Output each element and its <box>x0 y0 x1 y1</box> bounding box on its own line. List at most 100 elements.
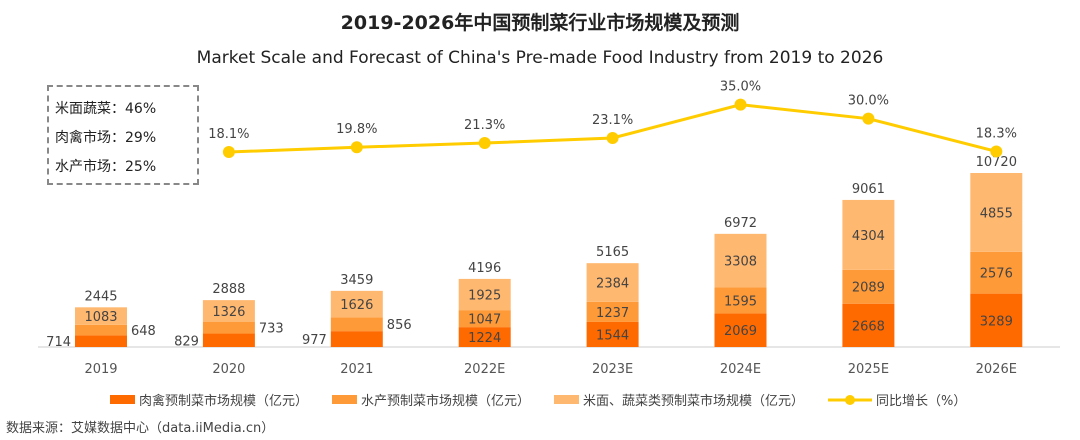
legend-line-swatch <box>828 394 873 405</box>
bar-value-label: 1083 <box>84 310 117 325</box>
chart-subtitle: Market Scale and Forecast of China's Pre… <box>196 48 884 68</box>
bar-segment <box>714 313 767 347</box>
bar-segment <box>970 173 1023 252</box>
source-note: 数据来源：艾媒数据中心（data.iiMedia.cn） <box>6 421 275 436</box>
growth-point <box>606 132 619 144</box>
legend-swatch <box>554 395 580 404</box>
growth-label: 21.3% <box>464 118 505 133</box>
bar-value-label: 733 <box>259 322 284 337</box>
bar-segment <box>458 310 511 328</box>
bar-segment <box>714 287 767 314</box>
bar-total-label: 9061 <box>852 182 885 197</box>
growth-point <box>734 98 747 111</box>
legend-item-aquatic: 水产预制菜市场规模（亿元） <box>332 390 530 409</box>
growth-label: 23.1% <box>592 113 633 128</box>
bar-value-label: 2668 <box>852 319 885 334</box>
bar-segment <box>75 335 127 347</box>
bar-segment <box>586 321 639 347</box>
legend-item-growth: 同比增长（%） <box>828 390 966 409</box>
bar-value-label: 829 <box>174 334 199 349</box>
bar-segment <box>202 321 255 334</box>
bar-total-label: 2888 <box>212 282 245 297</box>
bar-value-label: 1626 <box>340 298 373 313</box>
bar-value-label: 714 <box>46 335 71 350</box>
bar-segment <box>586 301 639 322</box>
bar-value-label: 1595 <box>724 294 757 309</box>
bar-segment <box>458 327 511 347</box>
bar-segment <box>330 290 383 318</box>
bar-value-label: 648 <box>131 324 156 339</box>
note-line: 水产市场：25% <box>55 159 157 175</box>
bar-value-label: 1047 <box>468 313 501 328</box>
bar-value-label: 3308 <box>724 255 757 270</box>
bar-segment <box>714 233 767 288</box>
bar-segment <box>202 300 255 322</box>
x-tick-label: 2023E <box>592 362 633 377</box>
bar-segment <box>202 333 255 347</box>
growth-point <box>350 141 363 154</box>
bar-value-label: 977 <box>302 333 327 348</box>
x-tick-label: 2024E <box>720 362 761 377</box>
bar-segment <box>970 293 1023 347</box>
bar-total-label: 10720 <box>976 155 1017 170</box>
bar-value-label: 3289 <box>980 314 1013 329</box>
bar-value-label: 1925 <box>468 289 501 304</box>
note-line: 米面蔬菜：46% <box>55 101 157 117</box>
legend: 肉禽预制菜市场规模（亿元） 水产预制菜市场规模（亿元） 米面、蔬菜类预制菜市场规… <box>110 390 966 409</box>
bar-total-label: 6972 <box>724 216 757 231</box>
bar-value-label: 2089 <box>852 281 885 296</box>
bar-value-label: 1237 <box>596 306 629 321</box>
bar-segment <box>842 269 895 304</box>
growth-point <box>990 145 1003 158</box>
bar-segment <box>75 307 127 325</box>
bar-value-label: 1544 <box>596 328 629 343</box>
growth-label: 19.8% <box>336 122 377 137</box>
legend-item-grain-veg: 米面、蔬菜类预制菜市场规模（亿元） <box>554 390 804 409</box>
chart-title: 2019-2026年中国预制菜行业市场规模及预测 <box>340 12 740 34</box>
bar-value-label: 1224 <box>468 331 501 346</box>
bar-value-label: 2384 <box>596 277 629 292</box>
x-tick-label: 2019 <box>84 362 117 377</box>
bar-value-label: 2576 <box>980 267 1013 282</box>
x-tick-label: 2022E <box>464 362 505 377</box>
bar-segment <box>586 263 639 302</box>
legend-swatch <box>332 395 358 404</box>
bar-segment <box>458 278 511 311</box>
growth-label: 30.0% <box>848 94 889 109</box>
growth-point <box>862 112 875 125</box>
x-tick-label: 2025E <box>848 362 889 377</box>
x-tick-label: 2020 <box>212 362 245 377</box>
bar-segment <box>330 317 383 332</box>
bar-segment <box>842 303 895 347</box>
legend-label: 米面、蔬菜类预制菜市场规模（亿元） <box>583 394 805 409</box>
bar-segment <box>75 324 127 336</box>
legend-label: 同比增长（%） <box>876 394 967 409</box>
x-tick-label: 2026E <box>976 362 1017 377</box>
bar-value-label: 4855 <box>980 206 1013 221</box>
legend-swatch <box>110 395 135 404</box>
growth-point <box>478 137 491 150</box>
legend-item-meat: 肉禽预制菜市场规模（亿元） <box>110 390 308 409</box>
bar-segment <box>970 251 1023 294</box>
bar-total-label: 3459 <box>340 273 373 288</box>
bar-total-label: 5165 <box>596 245 629 260</box>
bar-value-label: 856 <box>387 318 412 333</box>
bar-value-label: 4304 <box>852 229 885 244</box>
note-line: 肉禽市场：29% <box>55 130 157 146</box>
bar-value-label: 2069 <box>724 324 757 339</box>
bar-total-label: 2445 <box>84 289 117 304</box>
growth-label: 18.3% <box>976 126 1017 141</box>
bar-segment <box>330 331 383 347</box>
bar-segment <box>842 199 895 270</box>
legend-label: 肉禽预制菜市场规模（亿元） <box>139 394 309 409</box>
bar-value-label: 1326 <box>212 305 245 320</box>
growth-point <box>222 146 235 158</box>
bar-total-label: 4196 <box>468 261 501 276</box>
growth-label: 35.0% <box>720 80 761 95</box>
share-note-box: 米面蔬菜：46% 肉禽市场：29% 水产市场：25% <box>47 85 199 185</box>
growth-label: 18.1% <box>208 127 249 142</box>
legend-label: 水产预制菜市场规模（亿元） <box>361 394 531 409</box>
x-tick-label: 2021 <box>340 362 373 377</box>
